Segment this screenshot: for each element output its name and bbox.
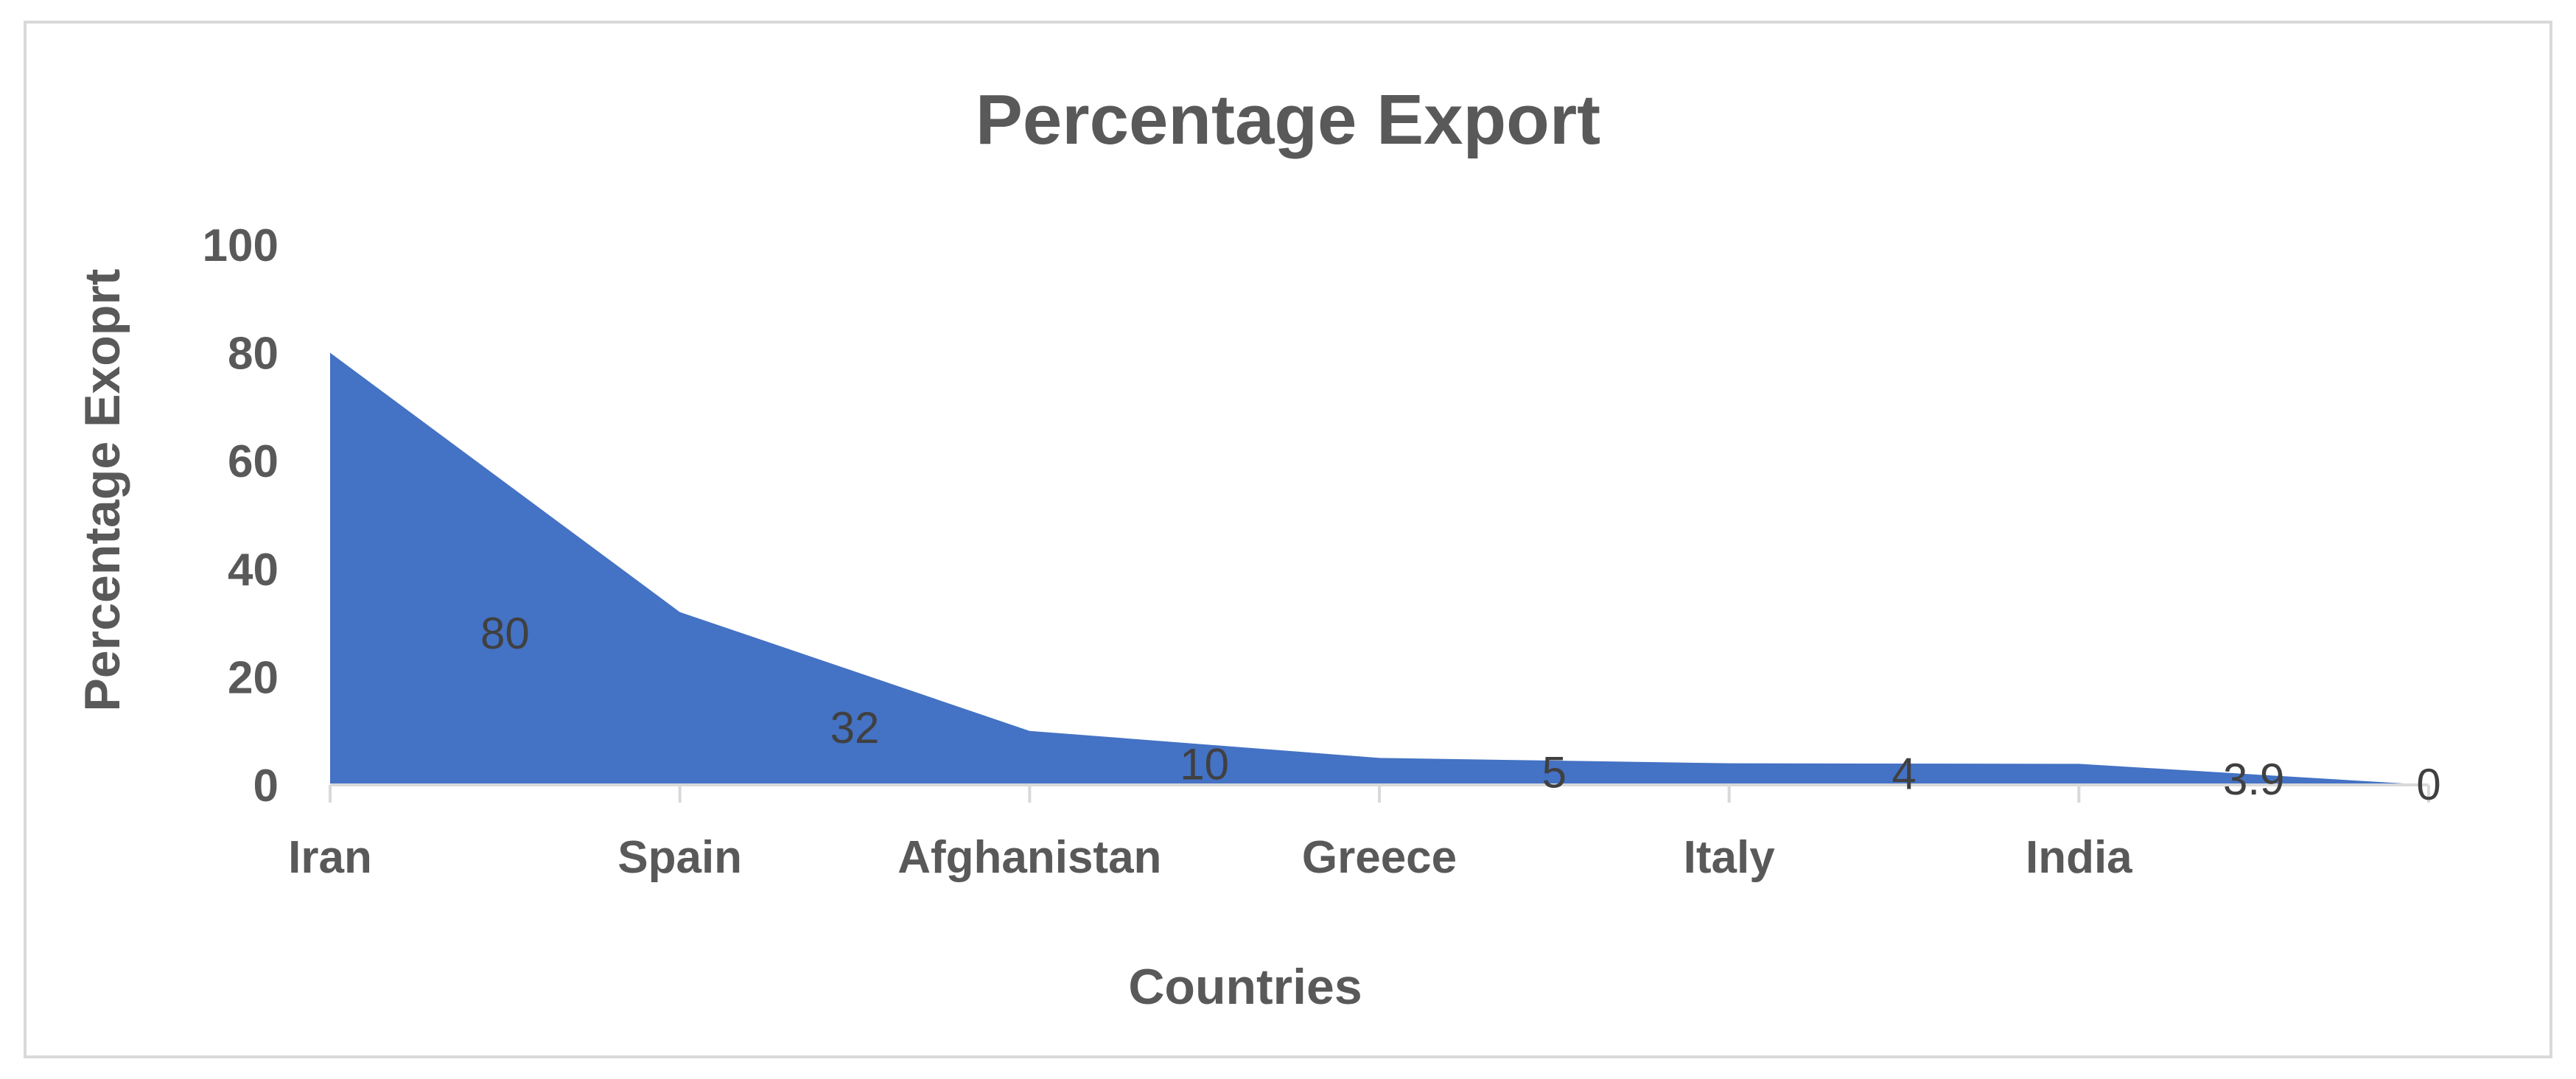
data-label: 80 xyxy=(480,609,530,658)
x-tick-label: Italy xyxy=(1684,832,1776,883)
data-label: 32 xyxy=(830,703,880,752)
data-label: 5 xyxy=(1542,748,1567,797)
data-label: 10 xyxy=(1180,740,1229,789)
y-tick-label: 80 xyxy=(228,329,279,380)
y-tick-label: 20 xyxy=(228,652,279,703)
y-axis-ticks: 0 20 40 60 80 100 xyxy=(203,220,279,811)
x-tick-label: Greece xyxy=(1302,832,1457,883)
area-series xyxy=(330,352,2429,786)
x-axis-ticks xyxy=(329,785,2430,803)
data-label: 0 xyxy=(2416,760,2440,809)
x-tick-label: Spain xyxy=(617,832,742,883)
data-labels: 80 32 10 5 4 3.9 0 xyxy=(480,609,2441,809)
data-label: 3.9 xyxy=(2223,755,2284,804)
data-label: 4 xyxy=(1891,750,1916,799)
x-tick-label: India xyxy=(2026,832,2132,883)
x-tick-label: Iran xyxy=(288,832,372,883)
y-tick-label: 0 xyxy=(253,761,279,811)
x-axis-labels: Iran Spain Afghanistan Greece Italy India xyxy=(288,832,2132,883)
x-tick-label: Afghanistan xyxy=(897,832,1161,883)
y-tick-label: 60 xyxy=(228,436,279,487)
y-tick-label: 40 xyxy=(228,545,279,596)
chart-title: Percentage Export xyxy=(976,80,1600,159)
x-axis-title: Countries xyxy=(1128,959,1362,1015)
y-axis-title: Percentage Exoprt xyxy=(74,269,130,712)
y-tick-label: 100 xyxy=(203,220,279,271)
